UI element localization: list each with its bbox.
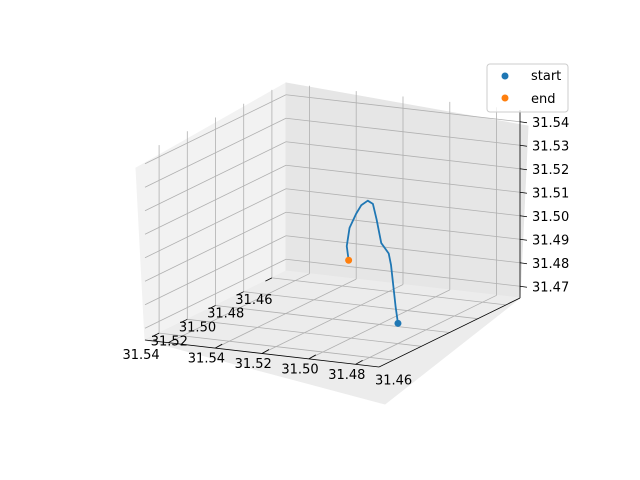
start-point (394, 319, 402, 327)
z-tick-label: 31.47 (532, 280, 569, 295)
y-tick-label: 31.48 (328, 368, 365, 383)
y-gridline-floor (308, 289, 450, 360)
x-tick-label: 31.50 (179, 321, 216, 336)
z-gridline-left (144, 188, 287, 259)
z-tick-mark (519, 121, 528, 124)
z-tick-mark (519, 285, 528, 288)
y-axis-line (378, 297, 521, 368)
z-gridline-back (285, 164, 521, 193)
x-tick-label: 31.54 (122, 348, 159, 363)
end-point (345, 256, 353, 264)
legend-label-end: end (531, 92, 556, 107)
y-gridline-floor (355, 294, 497, 365)
x-tick-mark (180, 318, 188, 323)
x-tick-label: 31.46 (235, 293, 272, 308)
y-tick-label: 31.54 (188, 352, 225, 367)
z-tick-label: 31.52 (532, 163, 569, 178)
z-tick-label: 31.53 (532, 139, 569, 154)
z-gridline-left (144, 235, 287, 306)
z-tick-label: 31.51 (532, 186, 569, 201)
z-gridline-left (144, 117, 287, 188)
y-gridline-floor (261, 284, 404, 354)
y-tick-mark (168, 338, 176, 344)
z-tick-label: 31.48 (532, 257, 569, 272)
series-layer (345, 199, 402, 327)
x-tick-mark (237, 291, 244, 296)
axis-lines (144, 110, 528, 368)
y-tick-labels: 31.46 31.48 31.50 31.52 31.54 (188, 352, 412, 389)
grid-lines (144, 85, 521, 365)
y-tick-mark (308, 354, 316, 360)
legend-marker-end (501, 94, 509, 102)
z-gridline-left (144, 141, 287, 212)
z-tick-mark (519, 262, 528, 265)
z-gridline-back (285, 211, 521, 240)
y-tick-label: 31.50 (281, 363, 318, 378)
z-tick-mark (519, 238, 528, 241)
legend-marker-start (501, 72, 509, 80)
z-tick-label: 31.50 (532, 210, 569, 225)
z-gridline-left (144, 258, 287, 329)
x-tick-mark (208, 305, 216, 310)
z-tick-mark (519, 191, 528, 194)
z-gridline-back (285, 258, 521, 287)
y-tick-mark (355, 359, 363, 365)
z-gridline-back (285, 94, 521, 123)
x-tick-mark (265, 277, 273, 282)
y-gridline-floor (168, 273, 310, 344)
z-gridline-left (144, 164, 287, 235)
y-gridline-floor (215, 278, 357, 349)
y-tick-label: 31.52 (235, 357, 272, 372)
legend-label-start: start (531, 69, 561, 84)
x-tick-label: 31.48 (207, 307, 244, 322)
z-tick-label: 31.54 (532, 116, 569, 131)
z-gridline-back (285, 141, 521, 170)
y-tick-mark (261, 349, 270, 354)
z-tick-labels: 31.47 31.48 31.49 31.50 31.51 31.52 31.53 31.54 (532, 116, 569, 296)
z-gridline-back (285, 117, 521, 146)
z-gridline-left (144, 94, 287, 165)
legend: start end (486, 63, 569, 113)
z-tick-mark (519, 144, 528, 147)
z-tick-mark (519, 215, 528, 218)
track-line (345, 199, 399, 324)
z-gridline-back (285, 235, 521, 264)
z-tick-label: 31.49 (532, 233, 569, 248)
back-pane (285, 82, 529, 299)
x-tick-label: 31.52 (151, 334, 188, 349)
z-gridline-left (144, 211, 287, 282)
z-tick-mark (519, 168, 528, 171)
y-tick-label: 31.46 (375, 373, 412, 388)
z-gridline-back (285, 188, 521, 217)
x-tick-mark (152, 332, 160, 337)
y-tick-mark (215, 343, 223, 349)
